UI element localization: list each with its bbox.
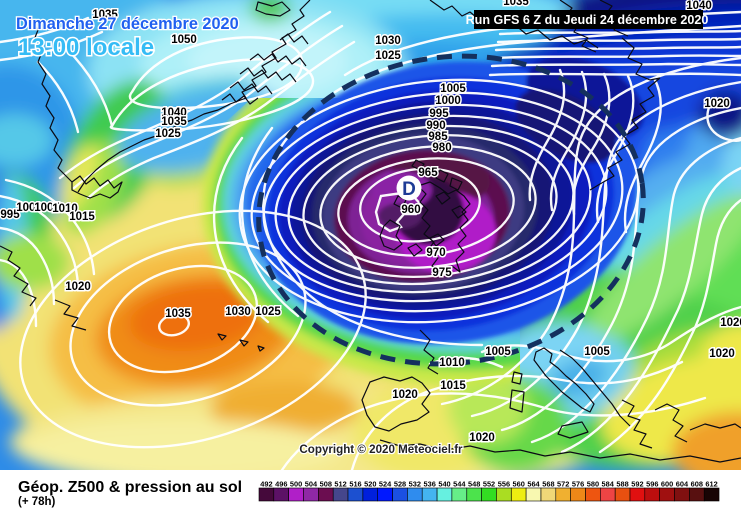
svg-text:Copyright © 2020 Meteociel.fr: Copyright © 2020 Meteociel.fr <box>299 443 463 456</box>
svg-text:1000: 1000 <box>16 202 42 214</box>
svg-text:512: 512 <box>334 480 346 489</box>
svg-text:592: 592 <box>631 480 643 489</box>
svg-text:548: 548 <box>468 480 480 489</box>
svg-text:588: 588 <box>616 480 628 489</box>
svg-text:584: 584 <box>602 480 615 489</box>
svg-text:560: 560 <box>513 480 525 489</box>
svg-text:1050: 1050 <box>171 34 197 46</box>
svg-text:544: 544 <box>453 480 466 489</box>
svg-text:576: 576 <box>572 480 584 489</box>
svg-text:1020: 1020 <box>469 432 495 444</box>
svg-text:600: 600 <box>661 480 673 489</box>
svg-text:1030: 1030 <box>375 35 401 47</box>
svg-text:995: 995 <box>429 108 449 120</box>
svg-text:1020: 1020 <box>709 348 735 360</box>
svg-text:608: 608 <box>691 480 703 489</box>
svg-text:532: 532 <box>409 480 421 489</box>
svg-text:1035: 1035 <box>503 0 529 8</box>
svg-text:516: 516 <box>349 480 361 489</box>
svg-text:1010: 1010 <box>52 203 78 215</box>
svg-text:Dimanche 27 décembre 2020: Dimanche 27 décembre 2020 <box>16 15 239 33</box>
svg-text:504: 504 <box>305 480 318 489</box>
svg-text:604: 604 <box>676 480 689 489</box>
svg-text:496: 496 <box>275 480 287 489</box>
svg-text:1000: 1000 <box>435 95 461 107</box>
svg-text:1015: 1015 <box>440 380 466 392</box>
svg-text:528: 528 <box>394 480 406 489</box>
svg-text:1015: 1015 <box>69 211 95 223</box>
svg-text:Géop. Z500 & pression au sol: Géop. Z500 & pression au sol <box>18 479 242 496</box>
svg-text:540: 540 <box>438 480 450 489</box>
svg-text:596: 596 <box>646 480 658 489</box>
svg-text:1005: 1005 <box>485 346 511 358</box>
svg-text:500: 500 <box>290 480 302 489</box>
svg-text:1035: 1035 <box>165 308 191 320</box>
svg-text:1030: 1030 <box>225 306 251 318</box>
svg-text:1025: 1025 <box>255 306 281 318</box>
svg-text:520: 520 <box>364 480 376 489</box>
svg-text:Run GFS 6 Z du Jeudi 24 décemb: Run GFS 6 Z du Jeudi 24 décembre 2020 <box>466 13 709 27</box>
svg-text:524: 524 <box>379 480 392 489</box>
svg-text:1040: 1040 <box>161 107 187 119</box>
svg-text:492: 492 <box>260 480 272 489</box>
svg-text:572: 572 <box>557 480 569 489</box>
svg-text:985: 985 <box>428 131 448 143</box>
svg-text:1025: 1025 <box>155 128 181 140</box>
svg-text:990: 990 <box>426 120 445 132</box>
svg-text:960: 960 <box>401 204 420 216</box>
svg-text:1035: 1035 <box>161 116 187 128</box>
svg-text:1005: 1005 <box>440 83 466 95</box>
svg-text:580: 580 <box>587 480 599 489</box>
svg-text:1010: 1010 <box>439 357 465 369</box>
svg-text:995: 995 <box>0 209 20 221</box>
svg-text:1035: 1035 <box>92 9 118 21</box>
svg-text:13:00 locale: 13:00 locale <box>18 34 154 61</box>
svg-text:508: 508 <box>320 480 332 489</box>
svg-text:552: 552 <box>483 480 495 489</box>
svg-text:536: 536 <box>424 480 436 489</box>
svg-text:612: 612 <box>705 480 717 489</box>
svg-text:1005: 1005 <box>34 202 60 214</box>
svg-text:970: 970 <box>426 247 445 259</box>
svg-text:975: 975 <box>432 267 452 279</box>
svg-text:980: 980 <box>432 142 451 154</box>
svg-text:568: 568 <box>542 480 554 489</box>
svg-text:965: 965 <box>418 167 438 179</box>
svg-text:1020: 1020 <box>392 389 418 401</box>
svg-text:1020: 1020 <box>720 317 741 329</box>
svg-text:(+ 78h): (+ 78h) <box>18 496 56 508</box>
svg-text:564: 564 <box>527 480 540 489</box>
svg-text:556: 556 <box>498 480 510 489</box>
svg-text:D: D <box>402 179 416 200</box>
svg-text:1005: 1005 <box>584 346 610 358</box>
svg-text:1020: 1020 <box>65 281 91 293</box>
svg-text:1020: 1020 <box>704 98 730 110</box>
svg-text:1025: 1025 <box>375 50 401 62</box>
